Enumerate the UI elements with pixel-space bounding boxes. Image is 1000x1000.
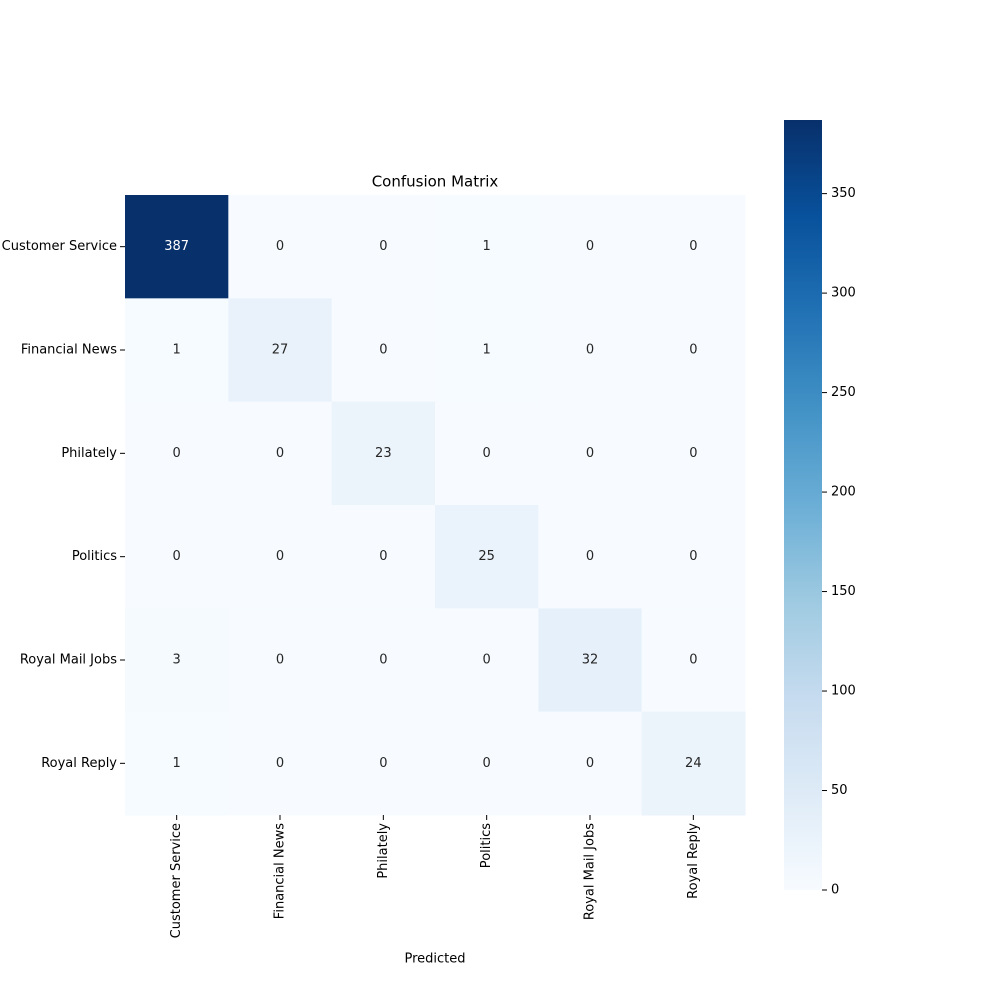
heatmap-cell xyxy=(331,608,436,713)
cell-label: 3 xyxy=(173,653,181,668)
heatmap-cell xyxy=(228,298,333,403)
cell-label: 387 xyxy=(164,239,189,254)
x-tick-label: Customer Service xyxy=(169,823,184,938)
colorbar-tick-label: 0 xyxy=(831,883,839,898)
heatmap-cell xyxy=(125,608,229,713)
heatmap-cell xyxy=(228,608,333,713)
heatmap-cell xyxy=(331,195,436,299)
heatmap-cell xyxy=(435,608,539,713)
cell-label: 0 xyxy=(276,756,284,771)
heatmap-cell xyxy=(435,711,539,816)
colorbar-tick-label: 150 xyxy=(831,584,856,599)
heatmap-cell xyxy=(125,298,229,403)
cell-label: 0 xyxy=(586,343,594,358)
cell-label: 0 xyxy=(379,343,387,358)
cell-label: 0 xyxy=(173,549,181,564)
heatmap-cell xyxy=(331,401,436,506)
heatmap-cell xyxy=(538,298,643,403)
heatmap-cell xyxy=(125,505,229,609)
y-tick-label: Financial News xyxy=(21,343,117,358)
cell-label: 0 xyxy=(689,343,697,358)
cell-label: 23 xyxy=(375,446,392,461)
heatmap-cell xyxy=(641,401,746,506)
x-tick-label: Politics xyxy=(479,823,494,868)
colorbar-tick-label: 250 xyxy=(831,385,856,400)
cell-label: 0 xyxy=(586,549,594,564)
cell-label: 1 xyxy=(483,343,491,358)
heatmap-cell xyxy=(228,401,333,506)
cell-label: 0 xyxy=(586,756,594,771)
colorbar-tick-label: 300 xyxy=(831,286,856,301)
cell-label: 0 xyxy=(276,653,284,668)
heatmap-cell xyxy=(331,711,436,816)
cell-label: 0 xyxy=(276,446,284,461)
colorbar-tick-label: 50 xyxy=(831,783,848,798)
cell-label: 0 xyxy=(379,239,387,254)
heatmap-cell xyxy=(331,505,436,609)
cell-label: 0 xyxy=(379,756,387,771)
heatmap-cell xyxy=(538,711,643,816)
x-tick-label: Royal Reply xyxy=(686,823,701,899)
cell-label: 0 xyxy=(276,239,284,254)
y-tick-label: Politics xyxy=(72,549,117,564)
heatmap-cell xyxy=(538,401,643,506)
heatmap-cell xyxy=(538,195,643,299)
heatmap-cell xyxy=(125,401,229,506)
colorbar-tick-label: 350 xyxy=(831,186,856,201)
heatmap-cell xyxy=(538,505,643,609)
heatmap-cell xyxy=(125,195,229,299)
colorbar xyxy=(784,120,822,890)
heatmap-cell xyxy=(228,195,333,299)
heatmap-cell xyxy=(641,298,746,403)
x-axis-label: Predicted xyxy=(404,952,465,967)
heatmap-cell xyxy=(228,711,333,816)
chart-title: Confusion Matrix xyxy=(372,173,499,191)
colorbar-tick-label: 200 xyxy=(831,485,856,500)
cell-label: 0 xyxy=(173,446,181,461)
heatmap-cell xyxy=(435,401,539,506)
heatmap-cell xyxy=(435,298,539,403)
y-tick-label: Customer Service xyxy=(2,239,117,254)
cell-label: 0 xyxy=(586,239,594,254)
cell-label: 0 xyxy=(483,756,491,771)
cell-label: 1 xyxy=(173,756,181,771)
cell-label: 0 xyxy=(689,446,697,461)
cell-label: 1 xyxy=(173,343,181,358)
cell-label: 1 xyxy=(483,239,491,254)
cell-label: 0 xyxy=(379,653,387,668)
heatmap-cell xyxy=(641,195,746,299)
cell-label: 0 xyxy=(483,653,491,668)
cell-label: 0 xyxy=(586,446,594,461)
cell-label: 24 xyxy=(685,756,702,771)
y-tick-label: Royal Reply xyxy=(41,756,117,771)
heatmap-cell xyxy=(331,298,436,403)
cell-label: 25 xyxy=(478,549,495,564)
y-tick-label: Royal Mail Jobs xyxy=(20,653,117,668)
cell-label: 0 xyxy=(483,446,491,461)
x-tick-label: Philately xyxy=(376,823,391,879)
x-tick-label: Financial News xyxy=(273,823,288,919)
heatmap-cell xyxy=(435,505,539,609)
cell-label: 0 xyxy=(689,549,697,564)
cell-label: 0 xyxy=(689,239,697,254)
heatmap-cell xyxy=(641,505,746,609)
cell-label: 0 xyxy=(276,549,284,564)
colorbar-tick-label: 100 xyxy=(831,684,856,699)
heatmap-cell xyxy=(435,195,539,299)
x-tick-label: Royal Mail Jobs xyxy=(583,823,598,920)
heatmap-cell xyxy=(125,711,229,816)
cell-label: 27 xyxy=(272,343,289,358)
cell-label: 0 xyxy=(379,549,387,564)
heatmap-cell xyxy=(538,608,643,713)
cell-label: 0 xyxy=(689,653,697,668)
heatmap-cell xyxy=(641,711,746,816)
cell-label: 32 xyxy=(582,653,599,668)
heatmap-cell xyxy=(641,608,746,713)
y-tick-label: Philately xyxy=(61,446,117,461)
heatmap-cell xyxy=(228,505,333,609)
